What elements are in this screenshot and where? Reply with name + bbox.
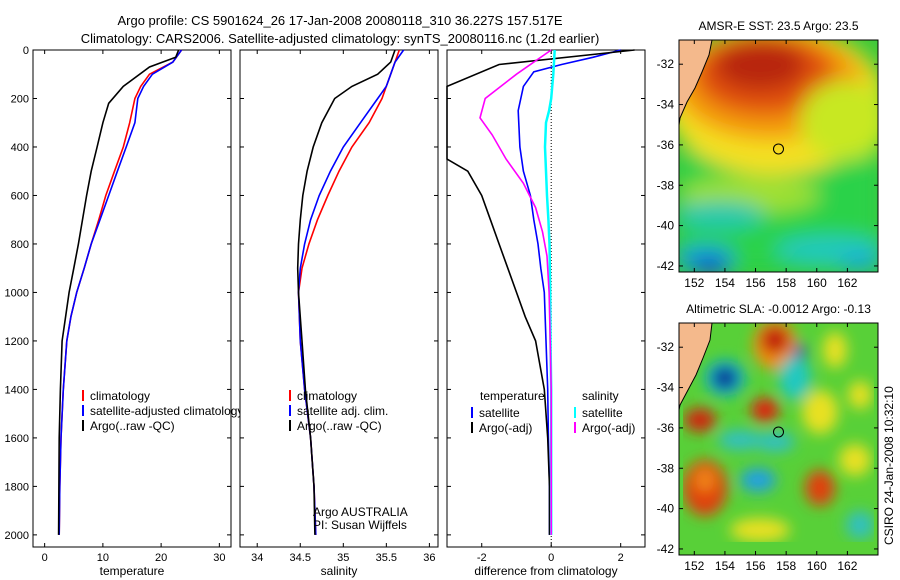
map-y-tick-label: -36: [657, 138, 675, 152]
legend-label-climatology: climatology: [90, 389, 150, 403]
x-tick-label: -2: [477, 552, 487, 564]
x-tick-label: 10: [97, 552, 109, 564]
salinity-profile-axes: [239, 49, 439, 548]
side-credit: CSIRO 24-Jan-2008 10:32:10: [882, 386, 896, 545]
legend-label-climatology: climatology: [297, 389, 357, 403]
map-y-tick-label: -32: [657, 57, 675, 71]
x-tick-label: 20: [155, 552, 167, 564]
salinity-profile-xlabel: salinity: [321, 564, 358, 578]
y-tick-label: 800: [11, 239, 29, 251]
y-tick-label: 400: [11, 142, 29, 154]
map-y-tick-label: -34: [657, 98, 675, 112]
map-y-tick-label: -32: [657, 340, 675, 354]
sla-map-frame: [678, 322, 879, 556]
legend-label-argo: Argo(..raw -QC): [90, 419, 175, 433]
difference-profile-series-temp_satellite: [517, 49, 621, 535]
x-tick-label: 36: [423, 552, 435, 564]
map-x-tick-label: 158: [776, 276, 796, 290]
y-tick-label: 2000: [5, 530, 29, 542]
temperature-profile-series-argo: [57, 49, 180, 535]
temperature-profile-series-satellite: [58, 49, 183, 535]
y-tick-label: 0: [23, 45, 29, 57]
y-tick-label: 1800: [5, 481, 29, 493]
map-x-tick-label: 156: [746, 559, 766, 573]
legend-label-temp_argo: Argo(-adj): [479, 421, 532, 435]
salinity-profile-series-argo: [296, 49, 396, 535]
sst-map-argo-marker: [773, 143, 784, 155]
map-y-tick-label: -38: [657, 178, 675, 192]
sla-map-argo-marker: [773, 426, 784, 438]
sst-map-field: [679, 40, 878, 272]
legend-label-argo: Argo(..raw -QC): [297, 419, 382, 433]
sla-map-title: Altimetric SLA: -0.0012 Argo: -0.13: [686, 302, 871, 316]
map-y-tick-label: -36: [657, 421, 675, 435]
x-tick-label: 2: [618, 552, 624, 564]
map-y-tick-label: -42: [657, 542, 675, 556]
sla-map-field: [679, 323, 878, 555]
map-x-tick-label: 158: [776, 559, 796, 573]
x-tick-label: 0: [548, 552, 554, 564]
y-tick-label: 1600: [5, 433, 29, 445]
difference-profile-xlabel: difference from climatology: [474, 564, 617, 578]
map-x-tick-label: 152: [684, 276, 704, 290]
map-x-tick-label: 162: [837, 276, 857, 290]
y-tick-label: 1400: [5, 384, 29, 396]
map-x-tick-label: 156: [746, 276, 766, 290]
figure-title-line1: Argo profile: CS 5901624_26 17-Jan-2008 …: [117, 13, 562, 28]
map-y-tick-label: -42: [657, 259, 675, 273]
map-x-tick-label: 160: [807, 559, 827, 573]
x-tick-label: 34.5: [290, 552, 311, 564]
figure-title-line2: Climatology: CARS2006. Satellite-adjuste…: [81, 31, 600, 46]
map-x-tick-label: 162: [837, 559, 857, 573]
difference-profile-series-temp_argo: [446, 49, 635, 535]
x-tick-label: 0: [42, 552, 48, 564]
legend-title-salinity: salinity: [582, 389, 619, 403]
x-tick-label: 30: [213, 552, 225, 564]
y-tick-label: 200: [11, 93, 29, 105]
map-x-tick-label: 154: [715, 276, 735, 290]
legend-title-temperature: temperature: [480, 389, 545, 403]
sst-map-frame: [678, 39, 879, 273]
legend-label-temp_satellite: satellite: [479, 406, 520, 420]
temperature-profile-axes: [32, 49, 232, 548]
map-y-tick-label: -40: [657, 219, 675, 233]
y-tick-label: 1200: [5, 336, 29, 348]
map-y-tick-label: -34: [657, 381, 675, 395]
y-tick-label: 600: [11, 190, 29, 202]
temperature-profile-xlabel: temperature: [100, 564, 165, 578]
map-x-tick-label: 160: [807, 276, 827, 290]
x-tick-label: 35.5: [376, 552, 397, 564]
difference-profile-series-sal_argo: [479, 49, 553, 535]
legend-label-satellite: satellite adj. clim.: [297, 404, 388, 418]
map-y-tick-label: -40: [657, 502, 675, 516]
map-x-tick-label: 152: [684, 559, 704, 573]
profile-annotation: PI: Susan Wijffels: [313, 518, 407, 532]
y-tick-label: 1000: [5, 287, 29, 299]
profile-annotation: Argo AUSTRALIA: [313, 505, 408, 519]
legend-label-sal_satellite: satellite: [582, 406, 623, 420]
x-tick-label: 34: [251, 552, 263, 564]
legend-label-sal_argo: Argo(-adj): [582, 421, 635, 435]
map-y-tick-label: -38: [657, 461, 675, 475]
map-x-tick-label: 154: [715, 559, 735, 573]
legend-label-satellite: satellite-adjusted climatology: [90, 404, 243, 418]
x-tick-label: 35: [337, 552, 349, 564]
sst-map-title: AMSR-E SST: 23.5 Argo: 23.5: [698, 19, 858, 33]
